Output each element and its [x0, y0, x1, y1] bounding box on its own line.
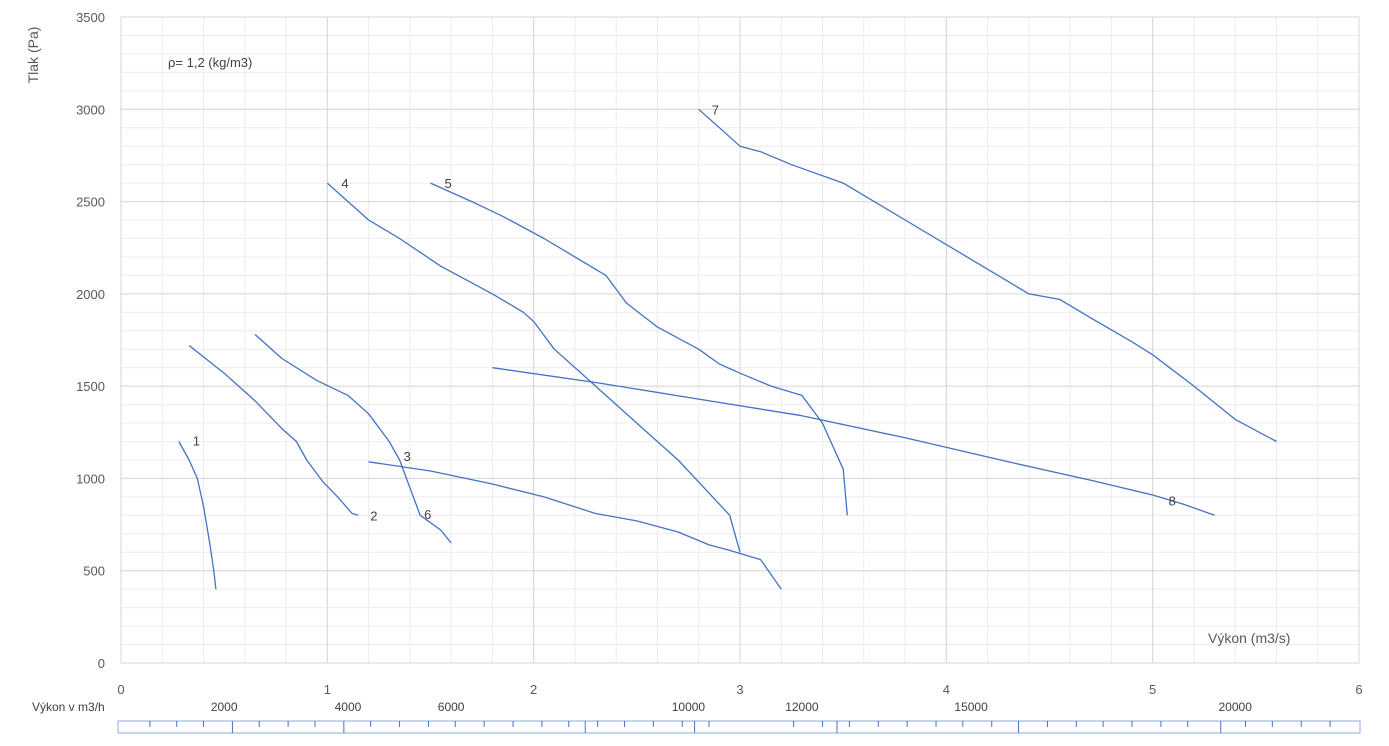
x-tick-label: 2 — [530, 682, 537, 697]
secondary-axis-labels: 2000 4000 6000 10000 12000 15000 20000 — [211, 700, 1252, 714]
x-tick-label: 3 — [736, 682, 743, 697]
y-tick-label: 3000 — [76, 102, 105, 117]
secondary-axis-label: 15000 — [954, 700, 988, 714]
density-annotation: ρ= 1,2 (kg/m3) — [168, 55, 252, 70]
curve-label-7: 7 — [712, 102, 719, 117]
curve-6 — [254, 334, 452, 544]
secondary-axis-bar — [117, 720, 1361, 734]
x-tick-label: 0 — [117, 682, 124, 697]
y-tick-label: 500 — [83, 564, 105, 579]
curve-label-8: 8 — [1169, 493, 1176, 508]
curve-8 — [492, 367, 1215, 516]
x-tick-label: 4 — [943, 682, 950, 697]
y-tick-label: 2000 — [76, 287, 105, 302]
curve-7 — [698, 108, 1277, 443]
curve-label-1: 1 — [193, 434, 200, 449]
curve-5 — [430, 182, 848, 516]
x-tick-label: 5 — [1149, 682, 1156, 697]
curve-labels: 1 2 3 4 5 6 7 8 — [193, 102, 1176, 523]
secondary-axis-label: 12000 — [785, 700, 819, 714]
x-tick-label: 1 — [324, 682, 331, 697]
secondary-axis-title: Výkon v m3/h — [32, 700, 105, 714]
secondary-axis-label: 2000 — [211, 700, 238, 714]
y-tick-label: 2500 — [76, 195, 105, 210]
secondary-axis-ticks — [149, 721, 1331, 733]
y-tick-label: 1500 — [76, 379, 105, 394]
curve-4 — [326, 182, 741, 553]
y-tick-label: 3500 — [76, 10, 105, 25]
x-tick-label: 6 — [1355, 682, 1362, 697]
curve-1 — [178, 441, 217, 590]
tick-labels: 0 500 1000 1500 2000 2500 3000 3500 0 1 2 3 4 5 6 — [76, 10, 1363, 697]
performance-curves — [178, 108, 1277, 590]
curve-label-4: 4 — [341, 176, 348, 191]
x-axis-title: Výkon (m3/s) — [1208, 630, 1290, 646]
y-tick-label: 1000 — [76, 471, 105, 486]
curve-3 — [368, 461, 782, 590]
grid — [120, 16, 1360, 664]
curve-label-5: 5 — [445, 176, 452, 191]
y-tick-label: 0 — [98, 656, 105, 671]
curve-label-6: 6 — [424, 507, 431, 522]
secondary-axis-label: 4000 — [335, 700, 362, 714]
curve-2 — [188, 344, 359, 516]
secondary-axis-label: 10000 — [672, 700, 706, 714]
secondary-axis: Výkon v m3/h 2000 4000 6000 10000 12000 15000… — [32, 700, 1361, 734]
curve-label-2: 2 — [370, 508, 377, 523]
secondary-axis-label: 6000 — [438, 700, 465, 714]
y-axis-title: Tlak (Pa) — [25, 27, 41, 84]
secondary-axis-label: 20000 — [1219, 700, 1253, 714]
curve-label-3: 3 — [404, 449, 411, 464]
